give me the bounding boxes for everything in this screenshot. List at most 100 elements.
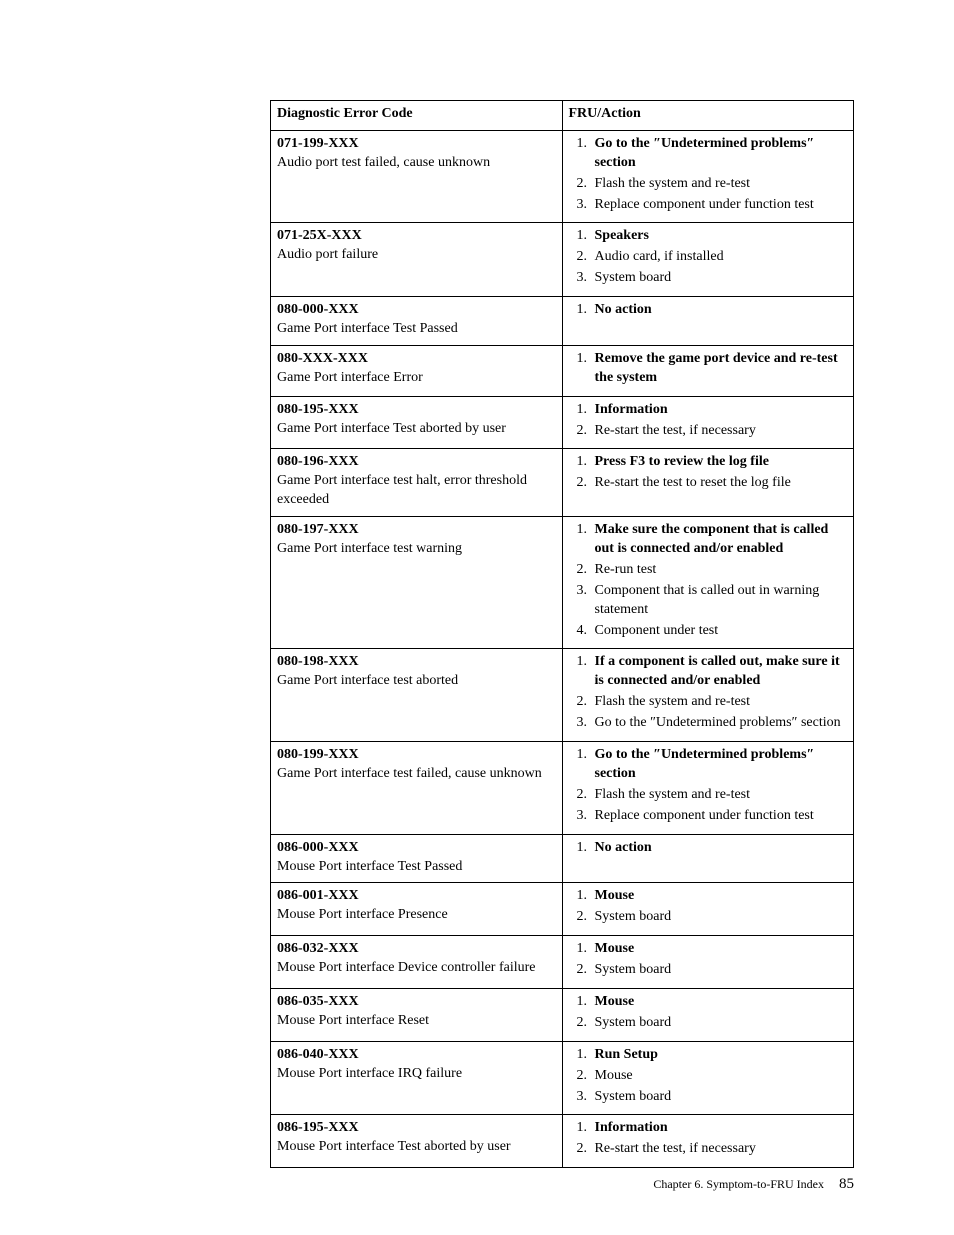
action-text: Replace component under function test <box>595 197 814 212</box>
action-list: If a component is called out, make sure … <box>569 653 848 733</box>
action-list: Speakers Audio card, if installed System b… <box>569 227 848 288</box>
action-item: System board <box>591 1088 848 1107</box>
action-text: Information <box>595 402 668 417</box>
action-text: Mouse <box>595 888 635 903</box>
error-code: 086-032-XXX <box>277 941 359 956</box>
action-item: Replace component under function test <box>591 196 848 215</box>
table-row: 080-000-XXXGame Port interface Test Pass… <box>271 297 854 346</box>
action-text: Re-start the test to reset the log file <box>595 475 791 490</box>
cell-error-code: 071-25X-XXXAudio port failure <box>271 223 563 297</box>
action-list: Information Re-start the test, if necessa… <box>569 401 848 441</box>
error-code: 086-195-XXX <box>277 1120 359 1135</box>
action-text: Re-start the test, if necessary <box>595 1141 756 1156</box>
action-item: Flash the system and re-test <box>591 786 848 805</box>
table-row: 080-199-XXXGame Port interface test fail… <box>271 742 854 835</box>
error-code: 080-198-XXX <box>277 654 359 669</box>
action-item: Component that is called out in warning … <box>591 582 848 620</box>
action-item: Make sure the component that is called o… <box>591 521 848 559</box>
action-item: Re-start the test to reset the log file <box>591 474 848 493</box>
cell-error-code: 086-001-XXX Mouse Port interface Presence <box>271 883 563 936</box>
action-list: Go to the ″Undetermined problems″ sectio… <box>569 746 848 826</box>
error-code: 071-199-XXX <box>277 136 359 151</box>
error-description: Mouse Port interface Reset <box>277 1013 429 1028</box>
table-row: 086-000-XXX Mouse Port interface Test Pas… <box>271 834 854 883</box>
table-body: 071-199-XXXAudio port test failed, cause… <box>271 130 854 1167</box>
cell-actions: If a component is called out, make sure … <box>562 649 854 742</box>
header-fru-action: FRU/Action <box>562 101 854 131</box>
action-text: System board <box>595 962 672 977</box>
cell-actions: Go to the ″Undetermined problems″ sectio… <box>562 742 854 835</box>
action-list: Mouse System board <box>569 940 848 980</box>
error-description: Mouse Port interface Device controller f… <box>277 960 536 975</box>
action-item: Mouse <box>591 1067 848 1086</box>
action-text: Mouse <box>595 1068 633 1083</box>
error-code: 086-035-XXX <box>277 994 359 1009</box>
error-code: 071-25X-XXX <box>277 228 362 243</box>
action-item: Re-start the test, if necessary <box>591 422 848 441</box>
cell-actions: Press F3 to review the log fileRe-start … <box>562 449 854 517</box>
cell-error-code: 080-197-XXXGame Port interface test warn… <box>271 517 563 649</box>
action-item: Information <box>591 1119 848 1138</box>
action-item: Re-start the test, if necessary <box>591 1140 848 1159</box>
cell-error-code: 080-198-XXX Game Port interface test abor… <box>271 649 563 742</box>
action-list: MouseSystem board <box>569 887 848 927</box>
action-list: Remove the game port device and re-test … <box>569 350 848 388</box>
error-description: Game Port interface Error <box>277 370 423 385</box>
table-row: 080-195-XXXGame Port interface Test abor… <box>271 396 854 449</box>
cell-error-code: 080-196-XXXGame Port interface test halt… <box>271 449 563 517</box>
cell-actions: Make sure the component that is called o… <box>562 517 854 649</box>
action-list: Mouse System board <box>569 993 848 1033</box>
header-error-code: Diagnostic Error Code <box>271 101 563 131</box>
cell-error-code: 086-032-XXX Mouse Port interface Device c… <box>271 936 563 989</box>
error-code: 086-001-XXX <box>277 888 359 903</box>
action-text: Audio card, if installed <box>595 249 724 264</box>
action-item: Component under test <box>591 622 848 641</box>
error-description: Mouse Port interface Test Passed <box>277 859 462 874</box>
table-row: 080-197-XXXGame Port interface test warn… <box>271 517 854 649</box>
action-text: Go to the ″Undetermined problems″ sectio… <box>595 715 841 730</box>
cell-actions: Remove the game port device and re-test … <box>562 345 854 396</box>
error-code: 080-197-XXX <box>277 522 359 537</box>
action-text: Make sure the component that is called o… <box>595 522 829 556</box>
action-item: Mouse <box>591 993 848 1012</box>
error-description: Mouse Port interface Presence <box>277 907 448 922</box>
cell-actions: Run Setup Mouse System board <box>562 1041 854 1115</box>
table-row: 086-195-XXX Mouse Port interface Test abo… <box>271 1115 854 1168</box>
footer-page-number: 85 <box>839 1176 854 1192</box>
cell-actions: Mouse System board <box>562 988 854 1041</box>
table-row: 080-198-XXX Game Port interface test abor… <box>271 649 854 742</box>
action-text: Mouse <box>595 941 635 956</box>
error-code: 086-000-XXX <box>277 840 359 855</box>
cell-error-code: 086-000-XXX Mouse Port interface Test Pas… <box>271 834 563 883</box>
table-row: 080-196-XXXGame Port interface test halt… <box>271 449 854 517</box>
error-description: Game Port interface test aborted <box>277 673 458 688</box>
action-text: No action <box>595 840 652 855</box>
cell-error-code: 086-035-XXX Mouse Port interface Reset <box>271 988 563 1041</box>
action-item: Re-run test <box>591 561 848 580</box>
cell-actions: Go to the ″Undetermined problems″ sectio… <box>562 130 854 223</box>
action-text: Run Setup <box>595 1047 658 1062</box>
action-text: Re-start the test, if necessary <box>595 423 756 438</box>
action-list: Make sure the component that is called o… <box>569 521 848 640</box>
diagnostic-table: Diagnostic Error Code FRU/Action 071-199… <box>270 100 854 1168</box>
action-text: System board <box>595 1015 672 1030</box>
action-text: No action <box>595 302 652 317</box>
cell-actions: Speakers Audio card, if installed System b… <box>562 223 854 297</box>
action-item: If a component is called out, make sure … <box>591 653 848 691</box>
action-item: Speakers <box>591 227 848 246</box>
action-item: Go to the ″Undetermined problems″ sectio… <box>591 135 848 173</box>
action-text: System board <box>595 270 672 285</box>
action-text: Mouse <box>595 994 635 1009</box>
action-item: System board <box>591 1014 848 1033</box>
action-text: Flash the system and re-test <box>595 787 751 802</box>
cell-error-code: 086-040-XXXMouse Port interface IRQ fail… <box>271 1041 563 1115</box>
error-description: Game Port interface test failed, cause u… <box>277 766 542 781</box>
error-description: Mouse Port interface Test aborted by use… <box>277 1139 511 1154</box>
action-list: Go to the ″Undetermined problems″ sectio… <box>569 135 848 215</box>
error-description: Game Port interface test halt, error thr… <box>277 473 527 507</box>
action-text: Replace component under function test <box>595 808 814 823</box>
action-item: Mouse <box>591 940 848 959</box>
table-row: 086-032-XXX Mouse Port interface Device c… <box>271 936 854 989</box>
action-text: Component under test <box>595 623 719 638</box>
action-item: No action <box>591 839 848 858</box>
